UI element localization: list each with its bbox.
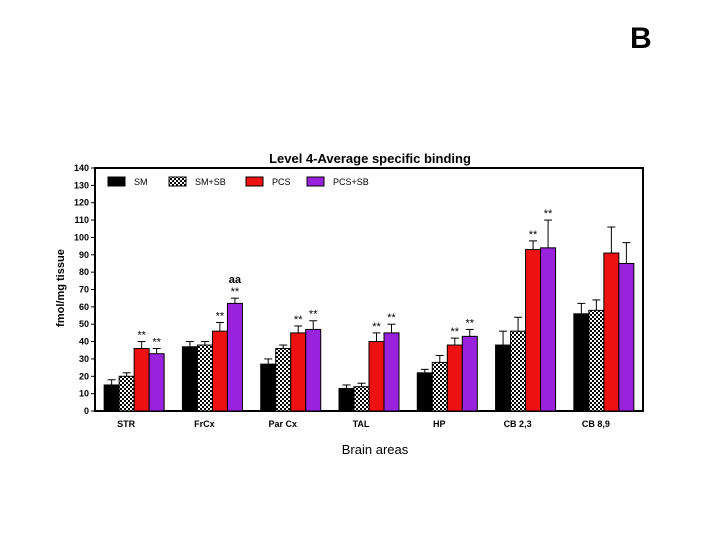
bar bbox=[446, 344, 463, 412]
y-axis-label: fmol/mg tissue bbox=[55, 249, 67, 327]
y-tick-label: 140 bbox=[74, 163, 89, 173]
bar bbox=[181, 346, 198, 412]
y-tick-label: 110 bbox=[74, 215, 89, 225]
bar bbox=[368, 341, 385, 412]
bar bbox=[118, 375, 135, 412]
significance-label: ** bbox=[231, 286, 240, 298]
panel-label: B bbox=[630, 22, 652, 55]
y-tick-label: 70 bbox=[79, 285, 89, 295]
x-axis-label: Brain areas bbox=[342, 442, 409, 457]
bar bbox=[525, 249, 542, 412]
legend-label: SM+SB bbox=[195, 177, 226, 187]
bar bbox=[431, 361, 448, 412]
legend-label: PCS bbox=[272, 177, 291, 187]
bar bbox=[226, 302, 243, 412]
significance-label: ** bbox=[372, 321, 381, 333]
significance-label: ** bbox=[216, 310, 225, 322]
bar bbox=[211, 330, 228, 412]
y-tick-label: 40 bbox=[79, 337, 89, 347]
y-tick-label: 50 bbox=[79, 319, 89, 329]
y-tick-label: 120 bbox=[74, 198, 89, 208]
y-tick-label: 10 bbox=[79, 389, 89, 399]
bar bbox=[416, 372, 433, 412]
x-tick-label: TAL bbox=[353, 419, 370, 429]
chart-title: Level 4-Average specific binding bbox=[269, 151, 471, 166]
y-tick-label: 0 bbox=[84, 406, 89, 416]
bar bbox=[540, 247, 557, 412]
y-tick-label: 20 bbox=[79, 371, 89, 381]
significance-label: ** bbox=[137, 330, 146, 342]
bar bbox=[338, 387, 355, 412]
bar bbox=[383, 332, 400, 412]
bar bbox=[618, 262, 635, 412]
bar bbox=[353, 386, 370, 412]
plot-area: 0 10 20 30 40 50 60 70 80 90 100 110 120 130 140 ** ** ST… bbox=[74, 163, 644, 429]
bar bbox=[461, 335, 478, 412]
bar bbox=[133, 348, 150, 412]
y-tick-label: 60 bbox=[79, 302, 89, 312]
significance-label: ** bbox=[152, 337, 161, 349]
bar bbox=[603, 252, 620, 412]
bar bbox=[275, 348, 292, 412]
bar bbox=[588, 309, 605, 412]
legend-swatch bbox=[107, 176, 126, 187]
significance-label: ** bbox=[294, 314, 303, 326]
legend-label: SM bbox=[134, 177, 148, 187]
x-tick-label: STR bbox=[117, 419, 136, 429]
significance-label: ** bbox=[529, 229, 538, 241]
bar bbox=[103, 384, 120, 412]
x-tick-label: CB 8,9 bbox=[582, 419, 610, 429]
significance-label: ** bbox=[466, 317, 475, 329]
legend-label: PCS+SB bbox=[333, 177, 369, 187]
significance-label: ** bbox=[451, 326, 460, 338]
x-tick-label: HP bbox=[433, 419, 446, 429]
bar bbox=[148, 353, 165, 412]
bar bbox=[260, 363, 277, 412]
x-tick-label: CB 2,3 bbox=[504, 419, 532, 429]
x-tick-label: Par Cx bbox=[268, 419, 297, 429]
y-tick-label: 80 bbox=[79, 267, 89, 277]
legend-swatch bbox=[245, 176, 264, 187]
legend-swatch bbox=[306, 176, 325, 187]
bar bbox=[196, 344, 213, 412]
y-tick-label: 30 bbox=[79, 354, 89, 364]
x-tick-label: FrCx bbox=[194, 419, 215, 429]
significance-label: ** bbox=[544, 208, 553, 220]
significance-label: ** bbox=[309, 309, 318, 321]
y-tick-label: 130 bbox=[74, 180, 89, 190]
y-tick-label: 90 bbox=[79, 250, 89, 260]
y-tick-label: 100 bbox=[74, 232, 89, 242]
bar bbox=[290, 332, 307, 412]
significance-label: aa bbox=[229, 274, 242, 286]
significance-label: ** bbox=[387, 312, 396, 324]
bar bbox=[305, 328, 322, 412]
legend-swatch bbox=[168, 176, 187, 187]
bar bbox=[510, 330, 527, 412]
bar bbox=[495, 344, 512, 412]
bar bbox=[573, 313, 590, 412]
